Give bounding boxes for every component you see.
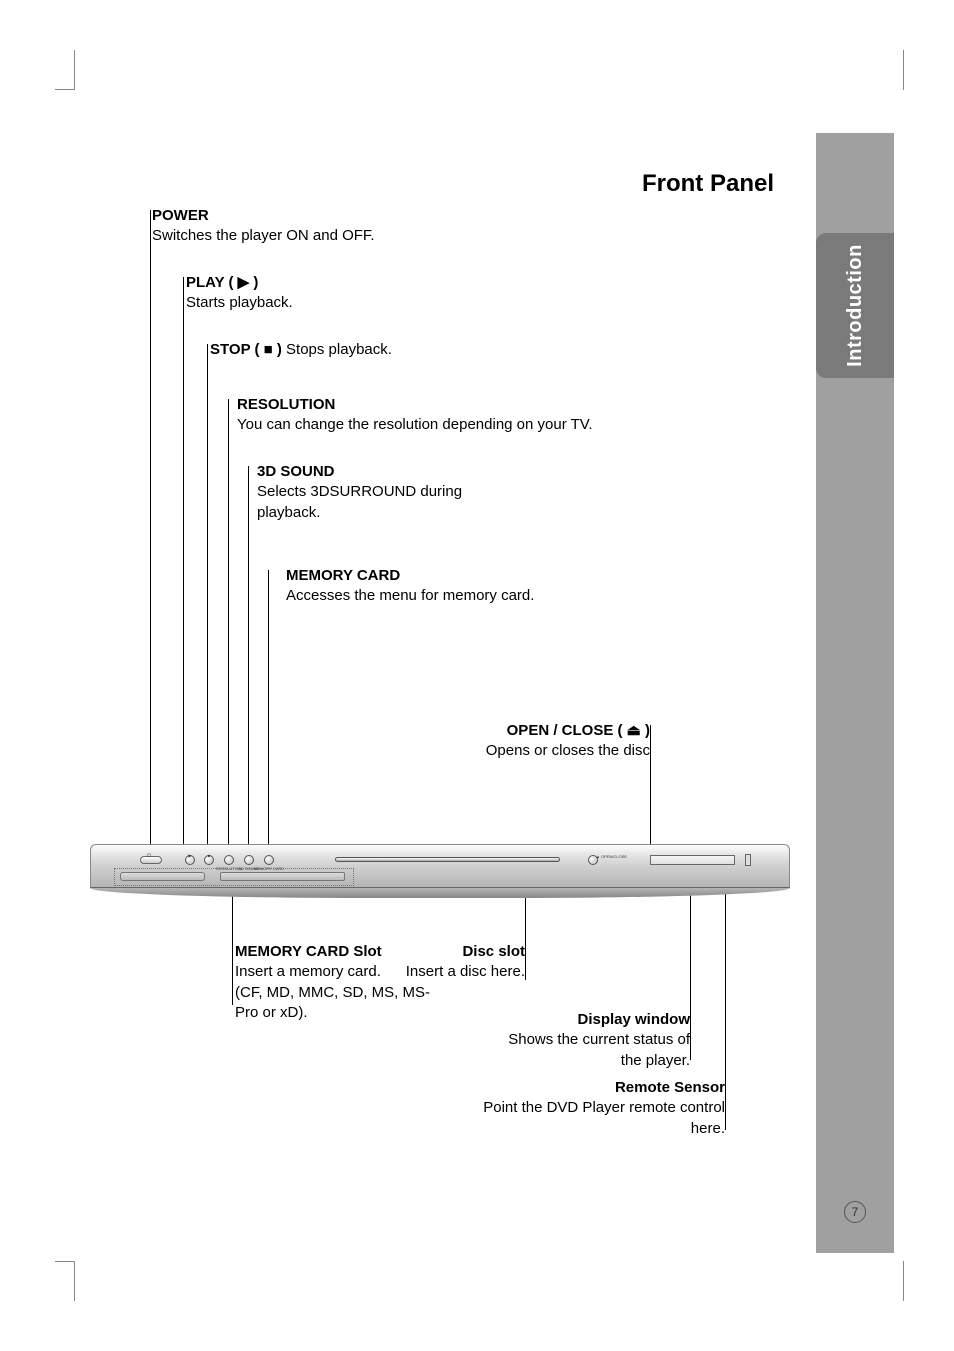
callout-desc: Point the DVD Player remote control here… (483, 1099, 725, 1136)
callout-label: Remote Sensor (615, 1079, 725, 1096)
callout-desc: Switches the player ON and OFF. (152, 227, 375, 244)
leader-line (183, 277, 184, 855)
dvd-player-diagram: ⏻ ▶ ■ RESOLUTION 3D SOUND MEMORY CARD ▲ … (90, 844, 790, 902)
callout-memorycard: MEMORY CARD Accesses the menu for memory… (286, 566, 534, 607)
crop-mark (903, 50, 904, 90)
callout-power: POWER Switches the player ON and OFF. (152, 206, 375, 247)
callout-label: Disc slot (462, 943, 525, 960)
callout-desc: Accesses the menu for memory card. (286, 587, 534, 604)
section-tab: Introduction (816, 233, 894, 378)
player-body-foot (90, 888, 790, 898)
play-icon: ▶ (188, 853, 191, 858)
display-window (650, 855, 735, 865)
leader-line (268, 570, 269, 855)
power-button (140, 856, 162, 864)
callout-desc: Opens or closes the disc (486, 742, 650, 759)
callout-label: POWER (152, 207, 209, 224)
stop-icon: ■ (208, 853, 210, 858)
eject-label: ▲ OPEN/CLOSE (596, 854, 627, 859)
callout-label: RESOLUTION (237, 396, 335, 413)
callout-label: MEMORY CARD (286, 567, 400, 584)
callout-desc: Selects 3DSURROUND during playback. (257, 483, 462, 520)
crop-mark (903, 1261, 904, 1301)
callout-displaywin: Display window Shows the current status … (490, 1010, 690, 1071)
callout-label: Display window (577, 1011, 690, 1028)
leader-line (207, 344, 208, 855)
leader-line (650, 725, 651, 856)
memory-card-slot (220, 872, 345, 881)
callout-stop: STOP ( ■ ) Stops playback. (210, 340, 392, 360)
crop-mark (55, 50, 75, 90)
leader-line (150, 210, 151, 858)
leader-line (232, 885, 233, 1005)
callout-discslot: Disc slot Insert a disc here. (395, 942, 525, 983)
callout-label: PLAY ( ▶ ) (186, 274, 258, 291)
callout-desc: Insert a memory card. (235, 963, 381, 980)
callout-desc: Shows the current status of the player. (508, 1031, 690, 1068)
page-title: Front Panel (642, 170, 774, 198)
callout-desc: Starts playback. (186, 294, 293, 311)
callout-3dsound: 3D SOUND Selects 3DSURROUND during playb… (257, 462, 487, 523)
power-icon: ⏻ (147, 853, 151, 859)
crop-mark (55, 1261, 75, 1301)
memorycard-button (264, 855, 274, 865)
leader-line (725, 870, 726, 1130)
callout-remotesensor: Remote Sensor Point the DVD Player remot… (465, 1078, 725, 1139)
page-number: 7 (844, 1201, 866, 1223)
stop-button: ■ (204, 855, 214, 865)
play-button: ▶ (185, 855, 195, 865)
sound3d-button (244, 855, 254, 865)
leader-line (248, 466, 249, 855)
callout-label: STOP ( ■ ) (210, 341, 282, 358)
side-strip: Introduction 7 (816, 133, 894, 1253)
callout-label: MEMORY CARD Slot (235, 943, 382, 960)
remote-sensor (745, 854, 751, 866)
resolution-button (224, 855, 234, 865)
callout-desc: Insert a disc here. (406, 963, 525, 980)
left-flap (120, 872, 205, 881)
callout-resolution: RESOLUTION You can change the resolution… (237, 395, 593, 436)
callout-label: 3D SOUND (257, 463, 335, 480)
callout-desc: Stops playback. (286, 341, 392, 358)
callout-openclose: OPEN / CLOSE ( ⏏ ) Opens or closes the d… (445, 721, 650, 762)
callout-desc: (CF, MD, MMC, SD, MS, MS-Pro or xD). (235, 984, 430, 1021)
callout-label: OPEN / CLOSE ( ⏏ ) (507, 722, 650, 739)
callout-desc: You can change the resolution depending … (237, 416, 593, 433)
callout-play: PLAY ( ▶ ) Starts playback. (186, 273, 293, 314)
leader-line (228, 399, 229, 855)
section-tab-label: Introduction (844, 244, 867, 367)
disc-slot (335, 857, 560, 862)
